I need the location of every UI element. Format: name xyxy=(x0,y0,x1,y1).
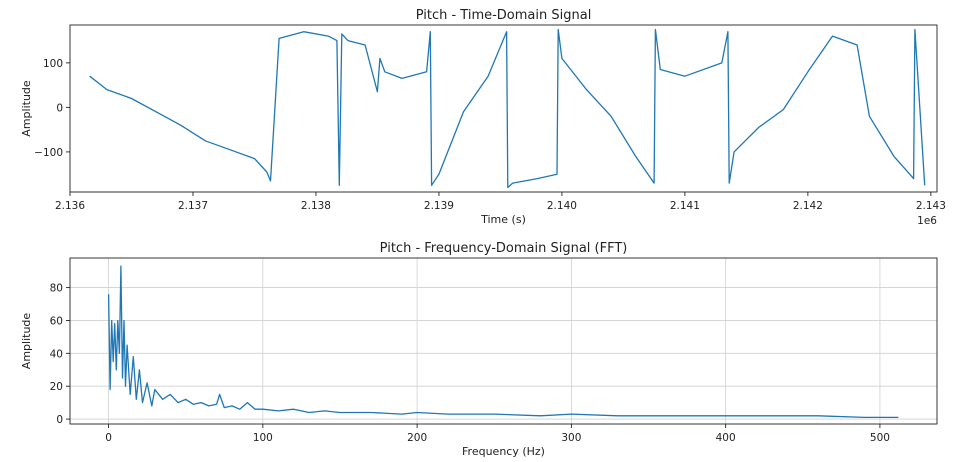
frequency-domain-plot-frame xyxy=(69,257,938,425)
frequency-domain-series-line xyxy=(107,265,899,419)
time-domain-title: Pitch - Time-Domain Signal xyxy=(416,8,592,23)
frequency-domain-ytick-label-0: 0 xyxy=(56,414,63,426)
frequency-domain-xtick-label-2: 200 xyxy=(407,432,427,444)
time-domain-xtick-label-4: 2.140 xyxy=(547,200,577,212)
time-domain-xtick-label-1: 2.137 xyxy=(178,200,208,212)
time-domain-chart: Pitch - Time-Domain Signal Time (s) Ampl… xyxy=(20,8,946,227)
time-domain-ytick-label-1: 0 xyxy=(56,102,63,114)
frequency-domain-xtick-label-3: 300 xyxy=(561,432,581,444)
time-domain-xtick-label-5: 2.141 xyxy=(670,200,700,212)
time-domain-xtick-label-3: 2.139 xyxy=(424,200,454,212)
time-domain-plot-frame xyxy=(69,24,938,193)
frequency-domain-xtick-label-0: 0 xyxy=(105,432,112,444)
frequency-domain-chart: Pitch - Frequency-Domain Signal (FFT) Fr… xyxy=(20,241,938,458)
frequency-domain-xlabel: Frequency (Hz) xyxy=(462,445,545,458)
time-domain-xtick-label-0: 2.136 xyxy=(55,200,85,212)
time-domain-ytick-label-2: −100 xyxy=(34,147,63,159)
frequency-domain-ytick-label-2: 40 xyxy=(50,348,63,360)
time-domain-xtick-label-2: 2.138 xyxy=(301,200,331,212)
time-domain-series-line xyxy=(89,28,926,189)
frequency-domain-title: Pitch - Frequency-Domain Signal (FFT) xyxy=(380,241,628,256)
time-domain-ytick-label-0: 100 xyxy=(43,58,63,70)
time-domain-xtick-label-6: 2.142 xyxy=(793,200,823,212)
frequency-domain-ylabel: Amplitude xyxy=(20,313,33,370)
frequency-domain-ytick-label-3: 60 xyxy=(50,315,63,327)
frequency-domain-xtick-label-1: 100 xyxy=(253,432,273,444)
time-domain-ylabel: Amplitude xyxy=(20,80,33,137)
frequency-domain-xtick-label-4: 400 xyxy=(716,432,736,444)
time-domain-xlabel: Time (s) xyxy=(480,213,526,226)
time-domain-xtick-label-7: 2.143 xyxy=(916,200,946,212)
time-domain-x-offset: 1e6 xyxy=(917,215,937,227)
frequency-domain-ytick-label-4: 80 xyxy=(50,283,63,295)
frequency-domain-ytick-label-1: 20 xyxy=(50,381,63,393)
frequency-domain-xtick-label-5: 500 xyxy=(870,432,890,444)
